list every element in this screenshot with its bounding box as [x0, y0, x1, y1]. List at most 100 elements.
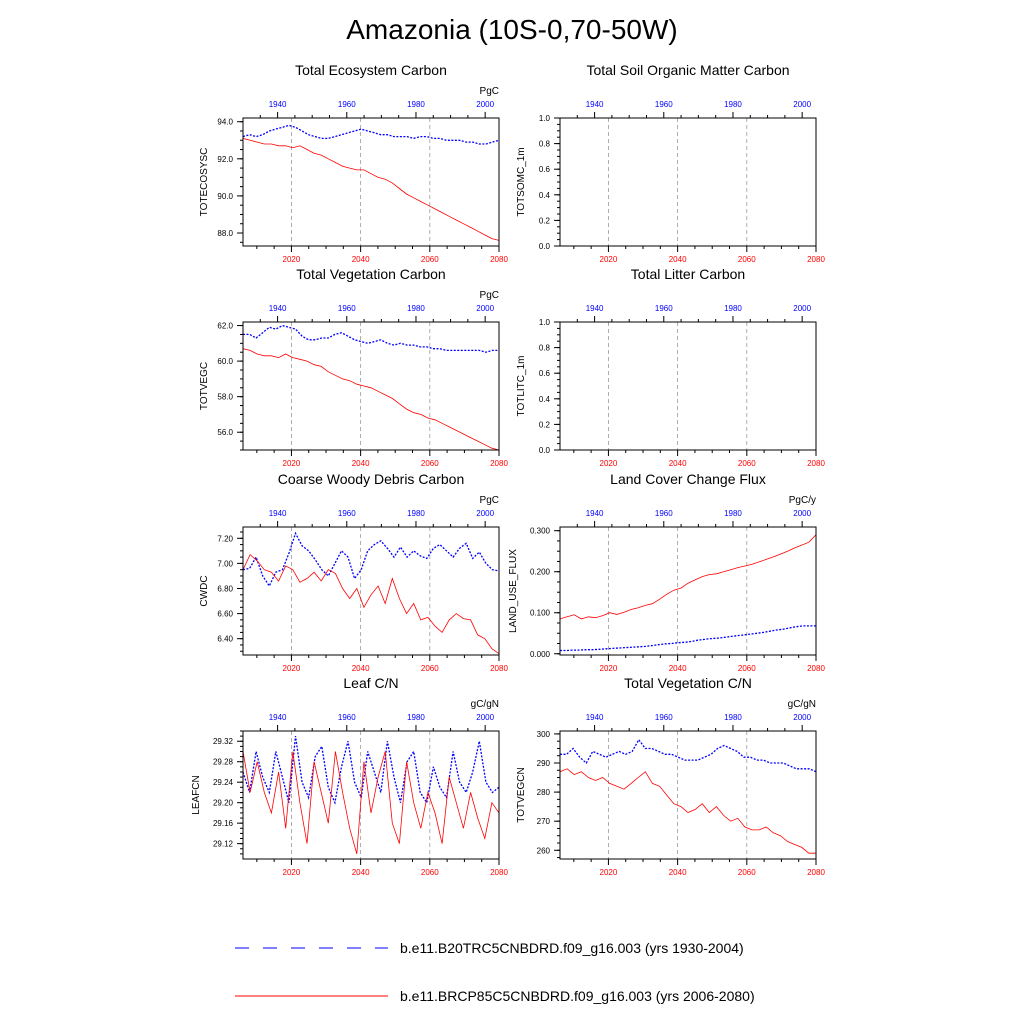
bottom-tick-label: 2080: [490, 868, 508, 877]
bottom-tick-label: 2020: [283, 868, 301, 877]
bottom-tick-label: 2080: [490, 459, 508, 468]
series-line-historical: [243, 124, 499, 145]
units-label: PgC: [480, 290, 499, 301]
panel-title: Coarse Woody Debris Carbon: [278, 471, 465, 487]
series-line-rcp85: [560, 534, 816, 620]
top-tick-label: 1960: [655, 100, 673, 109]
bottom-tick-label: 2080: [807, 664, 825, 673]
top-tick-label: 1980: [724, 713, 742, 722]
y-tick-label: 280: [537, 788, 551, 797]
y-tick-label: 29.12: [213, 840, 234, 849]
units-label: gC/gN: [471, 699, 499, 710]
bottom-tick-label: 2040: [352, 459, 370, 468]
series-line-historical: [560, 625, 816, 652]
panel-6: Land Cover Change Flux PgC/y 2020 2040 2060 2…: [508, 471, 825, 673]
bottom-tick-label: 2040: [352, 664, 370, 673]
y-tick-label: 290: [537, 759, 551, 768]
top-tick-label: 1940: [586, 100, 604, 109]
y-axis-label: TOTSOMC_1m: [516, 147, 527, 216]
series-line-rcp85: [243, 138, 499, 241]
top-tick-label: 2000: [793, 100, 811, 109]
top-tick-label: 1940: [586, 304, 604, 313]
bottom-tick-label: 2080: [807, 868, 825, 877]
panel-8: Total Vegetation C/N gC/gN 2020 2040 2060 208…: [516, 675, 825, 877]
panel-title: Total Vegetation C/N: [624, 675, 752, 691]
top-tick-label: 1960: [338, 713, 356, 722]
top-tick-label: 2000: [476, 509, 494, 518]
plot-frame: [242, 321, 500, 451]
panel-title: Leaf C/N: [343, 675, 398, 691]
units-label: PgC: [480, 86, 499, 97]
plot-frame: [559, 117, 817, 247]
y-tick-label: 58.0: [217, 393, 233, 402]
panel-3: Total Vegetation Carbon PgC 2020 2040 2060 20…: [199, 266, 508, 468]
bottom-tick-label: 2020: [600, 255, 618, 264]
bottom-tick-label: 2020: [283, 459, 301, 468]
y-tick-label: 0.100: [530, 609, 551, 618]
series-line-historical: [560, 738, 816, 773]
legend-label-rcp85: b.e11.BRCP85C5CNBDRD.f09_g16.003 (yrs 20…: [400, 988, 755, 1004]
y-tick-label: 0.2: [539, 420, 551, 429]
units-label: gC/gN: [788, 699, 816, 710]
panel-5: Coarse Woody Debris Carbon PgC 2020 2040 206…: [199, 471, 508, 673]
bottom-tick-label: 2040: [669, 664, 687, 673]
bottom-tick-label: 2060: [738, 868, 756, 877]
top-tick-label: 1960: [655, 304, 673, 313]
y-tick-label: 0.8: [539, 140, 551, 149]
bottom-tick-label: 2080: [807, 255, 825, 264]
bottom-tick-label: 2060: [421, 459, 439, 468]
y-tick-label: 0.6: [539, 165, 551, 174]
y-tick-label: 300: [537, 730, 551, 739]
y-tick-label: 6.80: [217, 584, 233, 593]
bottom-tick-label: 2020: [283, 664, 301, 673]
y-tick-label: 90.0: [217, 192, 233, 201]
y-tick-label: 0.200: [530, 568, 551, 577]
top-tick-label: 1960: [338, 100, 356, 109]
plot-frame: [559, 730, 817, 860]
plot-frame: [559, 526, 817, 656]
units-label: PgC/y: [789, 495, 816, 506]
page-title: Amazonia (10S-0,70-50W): [346, 14, 678, 45]
plot-frame: [242, 117, 500, 247]
bottom-tick-label: 2060: [421, 664, 439, 673]
top-tick-label: 1980: [407, 304, 425, 313]
bottom-tick-label: 2020: [283, 255, 301, 264]
y-tick-label: 29.24: [213, 778, 234, 787]
y-tick-label: 0.8: [539, 344, 551, 353]
y-tick-label: 29.16: [213, 819, 234, 828]
series-line-rcp85: [243, 751, 499, 855]
series-line-historical: [243, 736, 499, 805]
y-tick-label: 29.20: [213, 799, 234, 808]
bottom-tick-label: 2060: [421, 255, 439, 264]
y-tick-label: 7.00: [217, 559, 233, 568]
y-tick-label: 6.60: [217, 610, 233, 619]
y-tick-label: 94.0: [217, 118, 233, 127]
top-tick-label: 1960: [338, 509, 356, 518]
top-tick-label: 1960: [655, 713, 673, 722]
series-line-historical: [243, 324, 499, 353]
y-axis-label: LEAFCN: [191, 775, 202, 814]
chart-panels: Total Ecosystem Carbon PgC 2020 2040 2060 208…: [191, 62, 825, 877]
y-axis-label: CWDC: [199, 575, 210, 606]
y-axis-label: TOTVEGC: [199, 362, 210, 410]
panel-title: Total Vegetation Carbon: [296, 266, 445, 282]
plot-frame: [242, 730, 500, 860]
top-tick-label: 2000: [476, 304, 494, 313]
top-tick-label: 1940: [269, 509, 287, 518]
top-tick-label: 1980: [407, 713, 425, 722]
panel-title: Total Litter Carbon: [631, 266, 745, 282]
bottom-tick-label: 2040: [669, 868, 687, 877]
y-tick-label: 0.000: [530, 650, 551, 659]
y-tick-label: 0.2: [539, 216, 551, 225]
top-tick-label: 1980: [724, 509, 742, 518]
top-tick-label: 1980: [724, 304, 742, 313]
bottom-tick-label: 2080: [807, 459, 825, 468]
y-tick-label: 62.0: [217, 322, 233, 331]
bottom-tick-label: 2020: [600, 664, 618, 673]
series-line-rcp85: [243, 348, 499, 450]
top-tick-label: 1940: [269, 304, 287, 313]
y-tick-label: 60.0: [217, 357, 233, 366]
bottom-tick-label: 2020: [600, 868, 618, 877]
y-tick-label: 1.0: [539, 114, 551, 123]
panel-title: Total Soil Organic Matter Carbon: [586, 62, 789, 78]
